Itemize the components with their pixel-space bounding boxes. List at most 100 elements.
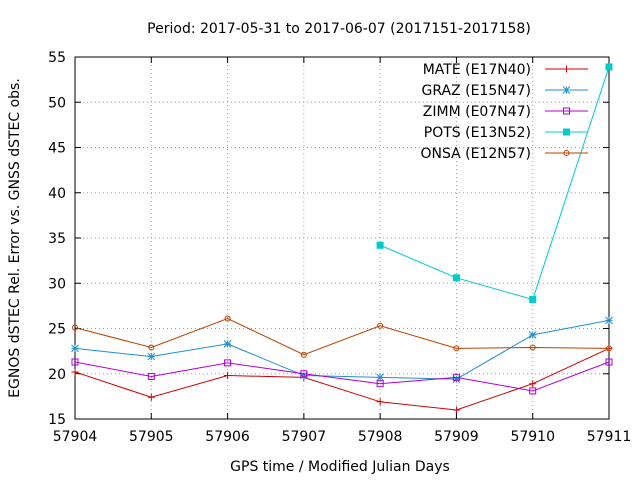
axes: 57904 57905 57906 57907 57908 57909 57910 57911…: [48, 50, 631, 445]
x-tick-label: 57904: [53, 429, 98, 445]
data-point-onsa: [529, 344, 536, 351]
y-tick-label: 15: [48, 412, 66, 428]
y-tick-label: 30: [48, 276, 66, 292]
legend-marker: [563, 128, 570, 136]
marker-star: [528, 330, 537, 339]
data-point-onsa: [148, 344, 155, 351]
data-point-graz: [605, 316, 613, 325]
series-line-onsa: [74, 318, 610, 356]
marker-filled-square: [452, 274, 460, 282]
data-point-pots: [376, 241, 384, 249]
data-point-zimm: [300, 370, 308, 378]
marker-square: [71, 358, 79, 366]
marker-square: [376, 380, 384, 388]
marker-filled-square: [605, 63, 613, 71]
y-tick-label: 45: [48, 141, 66, 157]
marker-star: [605, 316, 613, 325]
marker-plus: [71, 368, 79, 376]
y-tick-label: 55: [48, 50, 66, 66]
data-point-onsa: [606, 345, 612, 352]
x-tick-label: 57908: [358, 429, 403, 445]
series-pots: [376, 63, 613, 304]
marker-star: [147, 352, 156, 361]
marker-plus: [147, 393, 155, 401]
data-point-onsa: [453, 345, 460, 352]
y-axis-label: EGNOS dSTEC Rel. Error vs. GNSS dSTEC ob…: [7, 78, 23, 398]
marker-circle: [606, 345, 612, 352]
data-point-onsa: [224, 315, 231, 322]
marker-circle: [224, 315, 231, 322]
legend-item-zimm: ZIMM (E07N47): [423, 104, 588, 120]
legend: MATE (E17N40) GRAZ (E15N47) ZIMM (E07N47) P…: [420, 62, 588, 162]
series-line-mate: [74, 347, 610, 411]
marker-circle: [300, 351, 307, 358]
marker-square: [529, 387, 537, 395]
data-point-graz: [376, 373, 384, 382]
marker-plus: [452, 406, 460, 414]
series-line-pots: [379, 66, 610, 301]
data-point-zimm: [224, 359, 232, 367]
legend-marker: [563, 150, 570, 156]
x-tick-label: 57909: [434, 429, 479, 445]
legend-marker: [563, 107, 570, 115]
data-point-graz: [71, 344, 79, 353]
data-point-mate: [147, 393, 155, 401]
marker-star: [376, 373, 384, 382]
legend-marker: [562, 86, 571, 94]
legend-item-onsa: ONSA (E12N57): [420, 146, 588, 162]
y-tick-label: 50: [48, 95, 66, 111]
series-line-zimm: [74, 361, 610, 392]
x-tick-label: 57911: [587, 429, 632, 445]
series-line-graz: [74, 319, 610, 380]
legend-label: ZIMM (E07N47): [423, 104, 531, 120]
data-point-graz: [147, 352, 156, 361]
marker-circle: [148, 344, 155, 351]
series-area: [71, 63, 613, 414]
data-point-zimm: [71, 358, 79, 366]
data-point-graz: [528, 330, 537, 339]
series-onsa: [72, 315, 612, 358]
marker-circle: [72, 324, 78, 331]
data-point-graz: [300, 371, 308, 380]
marker-star: [562, 86, 571, 94]
marker-circle: [377, 322, 384, 329]
data-point-zimm: [147, 372, 155, 380]
x-tick-label: 57910: [510, 429, 555, 445]
marker-plus: [376, 398, 384, 406]
series-graz: [71, 316, 613, 384]
marker-star: [71, 344, 79, 353]
marker-filled-square: [376, 241, 384, 249]
data-point-mate: [529, 380, 537, 388]
x-tick-label: 57907: [282, 429, 327, 445]
marker-plus: [563, 65, 570, 73]
marker-star: [300, 371, 308, 380]
data-point-mate: [452, 406, 460, 414]
data-point-zimm: [376, 380, 384, 388]
legend-label: POTS (E13N52): [424, 125, 531, 141]
x-axis-label: GPS time / Modified Julian Days: [230, 459, 450, 475]
marker-star: [223, 340, 232, 348]
marker-square: [605, 358, 613, 366]
data-point-zimm: [452, 373, 460, 381]
data-point-zimm: [605, 358, 613, 366]
marker-square: [563, 107, 570, 115]
legend-item-pots: POTS (E13N52): [424, 125, 588, 141]
legend-item-graz: GRAZ (E15N47): [422, 83, 588, 99]
data-point-pots: [529, 296, 537, 304]
data-point-zimm: [529, 387, 537, 395]
marker-square: [452, 373, 460, 381]
legend-item-mate: MATE (E17N40): [423, 62, 588, 78]
data-point-onsa: [72, 324, 78, 331]
marker-square: [147, 372, 155, 380]
marker-star: [452, 375, 461, 384]
marker-circle: [453, 345, 460, 352]
chart-title: Period: 2017-05-31 to 2017-06-07 (201715…: [147, 21, 531, 37]
marker-filled-square: [563, 128, 570, 136]
data-point-mate: [71, 368, 79, 376]
legend-label: MATE (E17N40): [423, 62, 531, 78]
x-tick-label: 57906: [205, 429, 250, 445]
marker-circle: [563, 150, 570, 156]
data-point-mate: [376, 398, 384, 406]
data-point-pots: [452, 274, 460, 282]
